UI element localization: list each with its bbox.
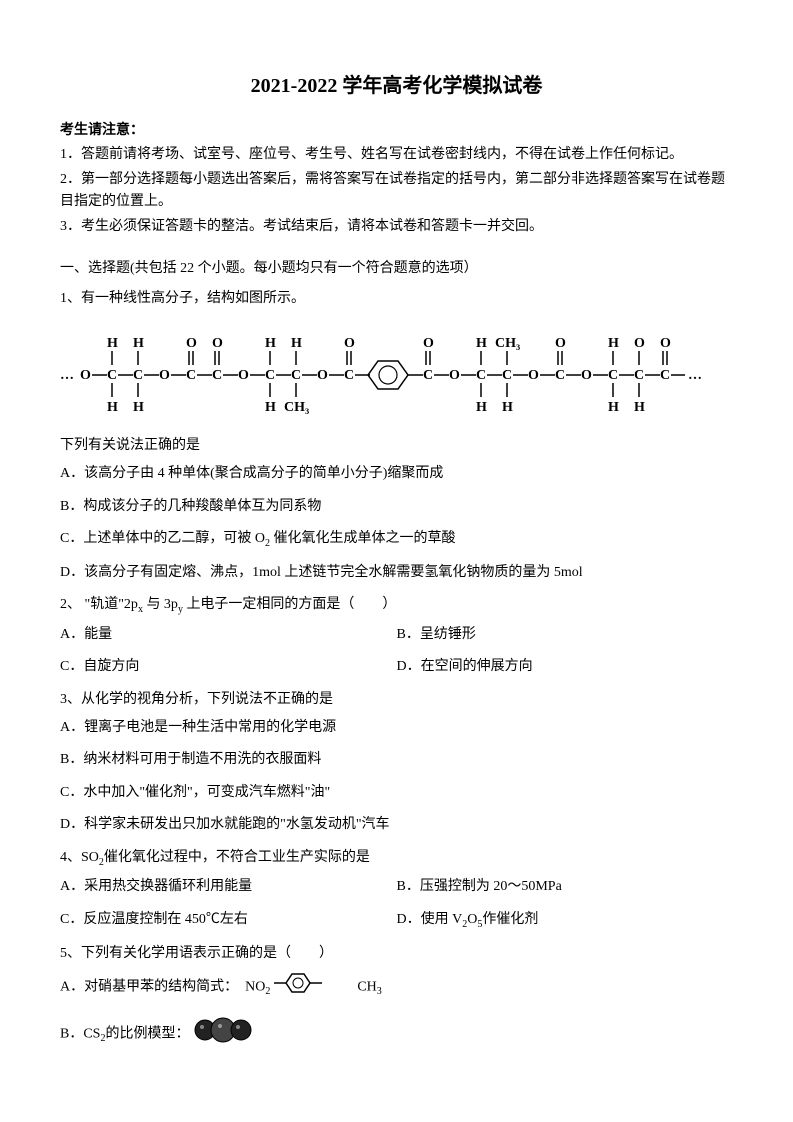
svg-text:C: C [634, 368, 644, 383]
svg-text:C: C [660, 368, 670, 383]
q4-option-c: C．反应温度控制在 450℃左右 [60, 909, 397, 933]
q1-option-d: D．该高分子有固定熔、沸点，1mol 上述链节完全水解需要氢氧化钠物质的量为 5… [60, 562, 733, 584]
q5-opta-ch3sub: 3 [377, 986, 382, 997]
svg-text:CH₃: CH₃ [495, 336, 520, 351]
svg-text:…: … [60, 368, 74, 383]
svg-text:C: C [212, 368, 222, 383]
q1-option-c: C．上述单体中的乙二醇，可被 O2 催化氧化生成单体之一的草酸 [60, 528, 733, 552]
svg-text:H: H [265, 400, 276, 415]
q2-prefix: 2、 "轨道"2p [60, 597, 138, 612]
q5-opta-prefix: A．对硝基甲苯的结构简式： NO [60, 979, 265, 994]
q2-mid: 与 3p [143, 597, 178, 612]
svg-text:H: H [107, 400, 118, 415]
svg-text:C: C [265, 368, 275, 383]
page-title: 2021-2022 学年高考化学模拟试卷 [60, 70, 733, 102]
svg-text:O: O [344, 336, 355, 351]
q3-option-c: C．水中加入"催化剂"，可变成汽车燃料"油" [60, 782, 733, 804]
svg-text:H: H [291, 336, 302, 351]
svg-text:O: O [317, 368, 328, 383]
q2-suffix: 上电子一定相同的方面是（ ） [183, 597, 397, 612]
svg-text:O: O [423, 336, 434, 351]
q4-prefix: 4、SO [60, 850, 99, 865]
question-5: 5、下列有关化学用语表示正确的是（ ） A．对硝基甲苯的结构简式： NO2 CH… [60, 943, 733, 1052]
q2-option-c: C．自旋方向 [60, 656, 397, 678]
svg-text:C: C [291, 368, 301, 383]
q1-optc-prefix: C．上述单体中的乙二醇，可被 O [60, 531, 265, 546]
q5-opta-sub: 2 [265, 986, 270, 997]
q3-option-d: D．科学家未研发出只加水就能跑的"水氢发动机"汽车 [60, 814, 733, 836]
svg-text:O: O [581, 368, 592, 383]
svg-text:H: H [133, 400, 144, 415]
question-2: 2、 "轨道"2px 与 3py 上电子一定相同的方面是（ ） A．能量 B．呈… [60, 594, 733, 679]
svg-text:O: O [449, 368, 460, 383]
notice-item-1: 1．答题前请将考场、试室号、座位号、考生号、姓名写在试卷密封线内，不得在试卷上作… [60, 144, 733, 166]
molecular-model-icon [193, 1017, 253, 1051]
svg-text:O: O [238, 368, 249, 383]
q5-optb-prefix: B．CS [60, 1027, 100, 1042]
svg-text:C: C [608, 368, 618, 383]
svg-text:O: O [212, 336, 223, 351]
svg-text:O: O [634, 336, 645, 351]
svg-text:C: C [344, 368, 354, 383]
svg-text:H: H [476, 336, 487, 351]
svg-text:O: O [660, 336, 671, 351]
svg-text:H: H [265, 336, 276, 351]
q1-option-b: B．构成该分子的几种羧酸单体互为同系物 [60, 496, 733, 518]
q3-option-b: B．纳米材料可用于制造不用洗的衣服面料 [60, 749, 733, 771]
svg-text:C: C [133, 368, 143, 383]
q4-option-b: B．压强控制为 20～50MPa [397, 876, 734, 898]
q5-option-a: A．对硝基甲苯的结构简式： NO2 CH3 [60, 971, 733, 1003]
svg-text:…: … [688, 368, 702, 383]
q3-text: 3、从化学的视角分析，下列说法不正确的是 [60, 689, 733, 711]
question-4: 4、SO2催化氧化过程中，不符合工业生产实际的是 A．采用热交换器循环利用能量 … [60, 847, 733, 933]
q4-optd-mid: O [467, 912, 477, 927]
q5-optb-suffix: 的比例模型： [105, 1027, 189, 1042]
svg-text:H: H [634, 400, 645, 415]
svg-text:H: H [608, 400, 619, 415]
q2-text: 2、 "轨道"2px 与 3py 上电子一定相同的方面是（ ） [60, 594, 733, 618]
svg-text:H: H [107, 336, 118, 351]
benzene-ring-icon [274, 971, 354, 1003]
svg-text:C: C [186, 368, 196, 383]
q2-option-b: B．呈纺锤形 [397, 624, 734, 646]
q4-option-a: A．采用热交换器循环利用能量 [60, 876, 397, 898]
svg-text:H: H [133, 336, 144, 351]
q4-optd-prefix: D．使用 V [397, 912, 463, 927]
svg-text:H: H [502, 400, 513, 415]
q5-text: 5、下列有关化学用语表示正确的是（ ） [60, 943, 733, 965]
question-3: 3、从化学的视角分析，下列说法不正确的是 A．锂离子电池是一种生活中常用的化学电… [60, 689, 733, 837]
svg-text:H: H [608, 336, 619, 351]
svg-text:C: C [107, 368, 117, 383]
notice-heading: 考生请注意： [60, 120, 733, 142]
q1-diagram: .bt { font-family: serif; font-size: 14p… [60, 321, 733, 421]
svg-text:O: O [186, 336, 197, 351]
svg-text:C: C [476, 368, 486, 383]
question-1: 1、有一种线性高分子，结构如图所示。 .bt { font-family: se… [60, 288, 733, 584]
section-1-heading: 一、选择题(共包括 22 个小题。每小题均只有一个符合题意的选项） [60, 258, 733, 280]
notice-item-3: 3．考生必须保证答题卡的整洁。考试结束后，请将本试卷和答题卡一并交回。 [60, 216, 733, 238]
q5-option-b: B．CS2的比例模型： [60, 1017, 733, 1051]
q4-option-d: D．使用 V2O5作催化剂 [397, 909, 734, 933]
svg-text:C: C [502, 368, 512, 383]
q2-option-a: A．能量 [60, 624, 397, 646]
svg-text:O: O [528, 368, 539, 383]
q4-optd-suffix: 作催化剂 [482, 912, 538, 927]
svg-text:CH₃: CH₃ [284, 400, 309, 415]
q5-opta-ch3: CH [357, 979, 376, 994]
q2-option-d: D．在空间的伸展方向 [397, 656, 734, 678]
svg-text:O: O [159, 368, 170, 383]
q4-text: 4、SO2催化氧化过程中，不符合工业生产实际的是 [60, 847, 733, 871]
svg-text:H: H [476, 400, 487, 415]
q4-suffix: 催化氧化过程中，不符合工业生产实际的是 [104, 850, 370, 865]
notice-item-2: 2．第一部分选择题每小题选出答案后，需将答案写在试卷指定的括号内，第二部分非选择… [60, 169, 733, 214]
q1-option-a: A．该高分子由 4 种单体(聚合成高分子的简单小分子)缩聚而成 [60, 463, 733, 485]
q1-text: 1、有一种线性高分子，结构如图所示。 [60, 288, 733, 310]
svg-text:O: O [80, 368, 91, 383]
svg-text:C: C [423, 368, 433, 383]
q1-optc-suffix: 催化氧化生成单体之一的草酸 [270, 531, 456, 546]
q3-option-a: A．锂离子电池是一种生活中常用的化学电源 [60, 717, 733, 739]
svg-text:O: O [555, 336, 566, 351]
q1-followup: 下列有关说法正确的是 [60, 435, 733, 457]
svg-text:C: C [555, 368, 565, 383]
